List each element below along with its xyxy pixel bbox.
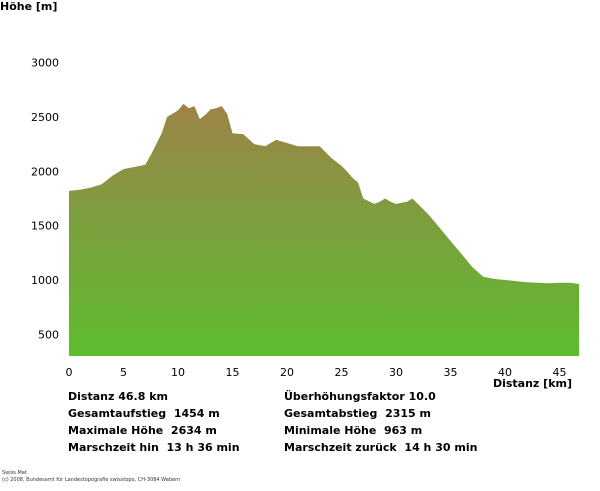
x-tick-label: 0 xyxy=(66,366,73,379)
y-tick-label: 2500 xyxy=(31,111,59,124)
x-tick-label: 35 xyxy=(444,366,458,379)
x-tick-label: 25 xyxy=(335,366,349,379)
y-tick-label: 1500 xyxy=(31,220,59,233)
x-tick-label: 5 xyxy=(120,366,127,379)
y-axis-title: Höhe [m] xyxy=(0,0,57,13)
x-tick-label: 30 xyxy=(389,366,403,379)
elevation-area xyxy=(69,103,580,357)
x-axis-ticks: 0 5 10 15 20 25 30 35 40 45 xyxy=(66,366,567,379)
y-axis-ticks: 500 1000 1500 2000 2500 3000 xyxy=(31,57,59,342)
y-tick-label: 2000 xyxy=(31,165,59,178)
x-tick-label: 20 xyxy=(280,366,294,379)
x-tick-label: 15 xyxy=(226,366,240,379)
y-tick-label: 1000 xyxy=(31,274,59,287)
y-tick-label: 3000 xyxy=(31,57,59,70)
y-tick-label: 500 xyxy=(38,328,59,341)
x-tick-label: 45 xyxy=(553,366,567,379)
x-tick-label: 40 xyxy=(498,366,512,379)
x-axis-title: Distanz [km] xyxy=(493,377,572,390)
x-tick-label: 10 xyxy=(171,366,185,379)
